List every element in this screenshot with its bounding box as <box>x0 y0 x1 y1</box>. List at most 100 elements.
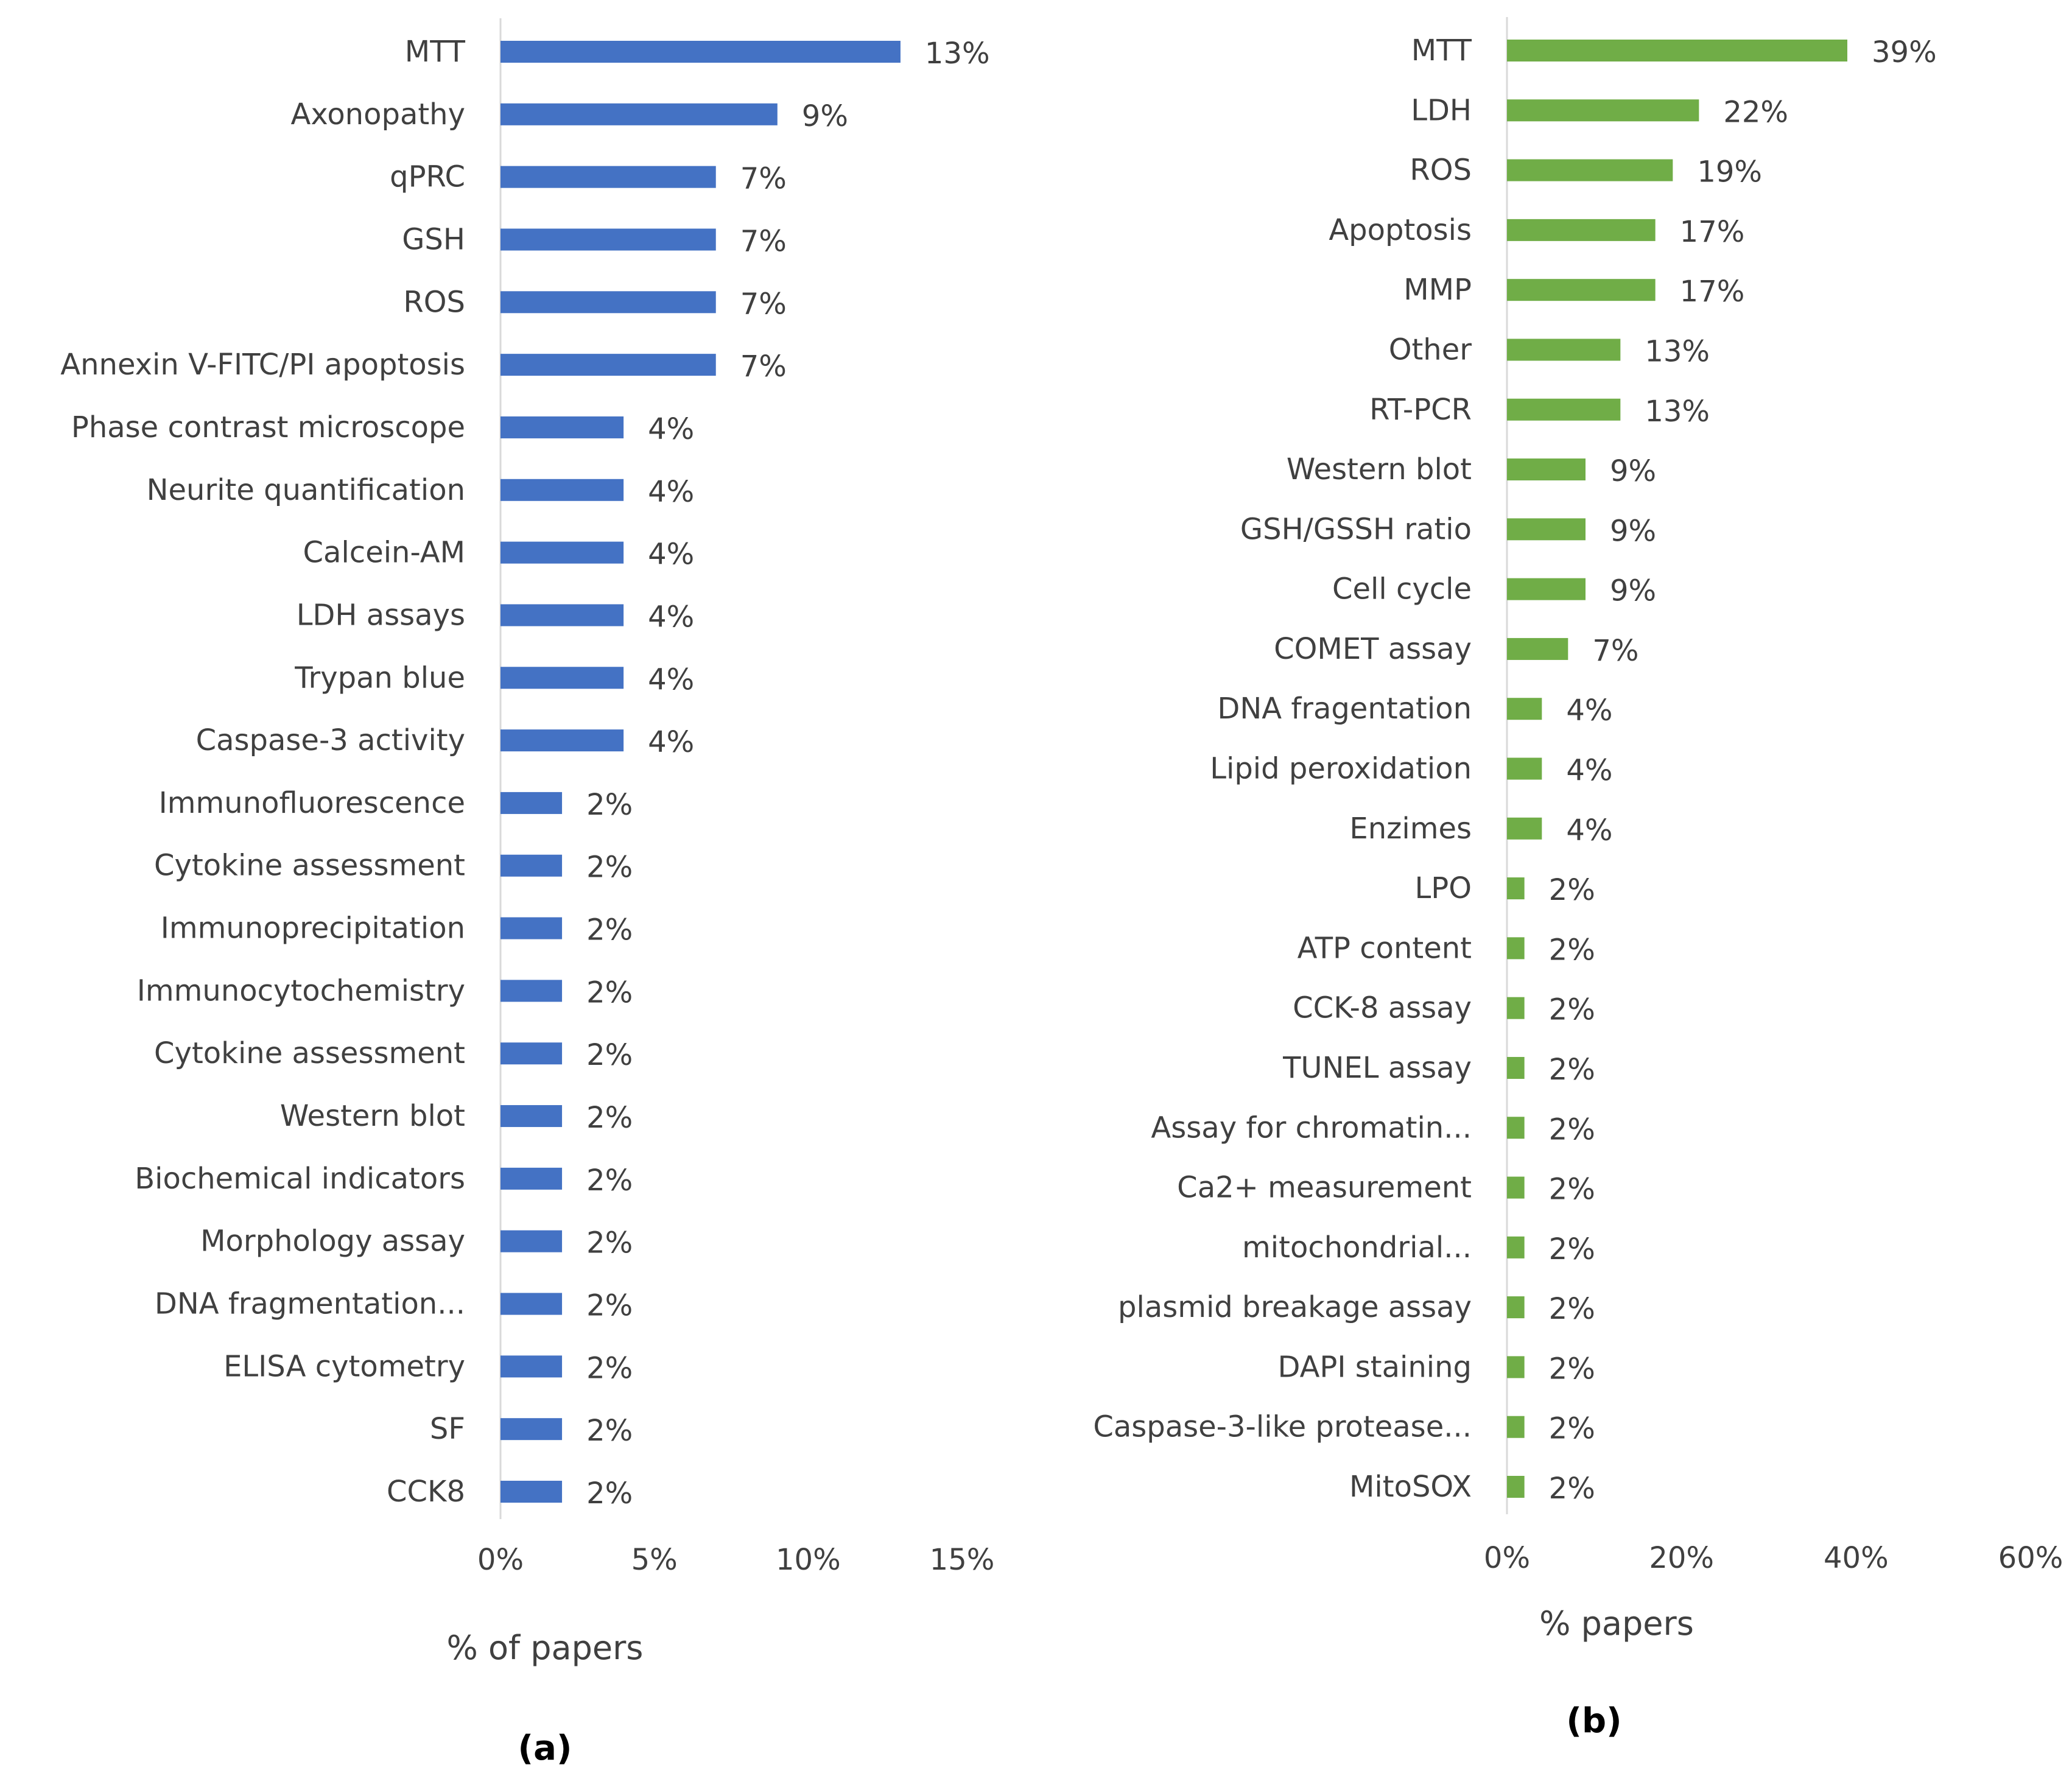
bar-value-label: 2% <box>1549 873 1595 907</box>
bar <box>500 1042 563 1065</box>
bar-value-label: 4% <box>1566 754 1612 788</box>
bar <box>1507 877 1525 900</box>
bar <box>1507 698 1542 720</box>
bar <box>500 1230 563 1252</box>
bar-value-label: 13% <box>1645 395 1710 429</box>
bar <box>500 541 624 564</box>
bar <box>1507 99 1699 122</box>
panel-label-a: (a) <box>518 1729 572 1768</box>
bar <box>1507 817 1542 840</box>
bar-value-label: 2% <box>586 1289 633 1323</box>
bar-value-label: 2% <box>1549 1352 1595 1386</box>
bar-value-label: 7% <box>740 287 787 321</box>
category-label: Caspase-3-like protease... <box>1093 1410 1472 1444</box>
category-label: Cytokine assessment <box>154 1036 465 1070</box>
bar <box>1507 518 1586 541</box>
chart-panel-b: MTT 39% LDH 22% ROS 19% Apoptosis 17% MMP 17% Othe… <box>1093 17 2063 1741</box>
category-label: MitoSOX <box>1349 1470 1472 1504</box>
bar <box>1507 1117 1525 1139</box>
category-label: Western blot <box>280 1099 465 1133</box>
x-tick-label: 20% <box>1649 1541 1714 1575</box>
bar-value-label: 17% <box>1680 275 1745 309</box>
category-label: Enzimes <box>1349 812 1472 846</box>
bar <box>1507 1416 1525 1438</box>
bar <box>1507 757 1542 780</box>
bar-value-label: 9% <box>1610 574 1656 608</box>
category-label: Caspase-3 activity <box>196 723 465 757</box>
category-label: Ca2+ measurement <box>1177 1171 1472 1205</box>
bar-value-label: 4% <box>648 725 694 759</box>
bar <box>500 667 624 689</box>
category-label: CCK-8 assay <box>1293 991 1472 1025</box>
bar <box>500 1481 563 1503</box>
bar <box>500 1105 563 1128</box>
bar-value-label: 2% <box>1549 1292 1595 1326</box>
bar <box>1507 578 1586 600</box>
bar-value-label: 4% <box>1566 813 1612 848</box>
bar <box>500 1293 563 1315</box>
bar <box>500 1355 563 1378</box>
category-label: MMP <box>1403 273 1472 307</box>
panel-label-b: (b) <box>1566 1701 1621 1741</box>
bar <box>1507 1236 1525 1259</box>
bar <box>500 1167 563 1190</box>
bar-value-label: 2% <box>1549 993 1595 1027</box>
bar <box>500 41 901 63</box>
category-label: Biochemical indicators <box>135 1162 465 1196</box>
bar <box>1507 159 1673 181</box>
bar-value-label: 2% <box>1549 1112 1595 1146</box>
category-label: CCK8 <box>387 1475 465 1509</box>
category-label: qPRC <box>390 160 465 194</box>
bar <box>500 354 716 376</box>
category-label: COMET assay <box>1274 632 1472 666</box>
x-axis-title-a: % of papers <box>447 1629 644 1667</box>
category-label: LPO <box>1415 871 1472 905</box>
bar <box>500 980 563 1002</box>
bar-value-label: 19% <box>1697 155 1762 189</box>
category-label: Other <box>1389 332 1472 367</box>
category-label: ROS <box>1410 153 1472 188</box>
category-label: Axonopathy <box>291 97 465 132</box>
bar-value-label: 4% <box>648 412 694 446</box>
category-label: Cytokine assessment <box>154 849 465 883</box>
x-tick-label: 40% <box>1824 1541 1889 1575</box>
category-label: Annexin V-FITC/PI apoptosis <box>60 348 465 382</box>
category-label: Lipid peroxidation <box>1210 752 1472 786</box>
category-label: Phase contrast microscope <box>71 410 465 444</box>
category-label: MTT <box>405 35 466 69</box>
category-label: GSH <box>402 222 465 256</box>
bar <box>500 416 624 438</box>
category-label: LDH assays <box>297 598 465 632</box>
bar-value-label: 13% <box>925 37 990 71</box>
category-label: Trypan blue <box>294 661 465 695</box>
bar-value-label: 2% <box>1549 1053 1595 1087</box>
bar-value-label: 2% <box>586 1476 633 1511</box>
x-tick-label: 60% <box>1998 1541 2063 1575</box>
category-label: ELISA cytometry <box>223 1349 465 1383</box>
bar-value-label: 2% <box>1549 1173 1595 1207</box>
bar <box>500 1418 563 1441</box>
category-label: GSH/GSSH ratio <box>1240 512 1472 546</box>
bar <box>500 228 716 251</box>
x-tick-label: 0% <box>1484 1541 1530 1575</box>
category-label: TUNEL assay <box>1282 1051 1472 1085</box>
bar-value-label: 2% <box>586 851 633 885</box>
category-label: mitochondrial... <box>1242 1231 1472 1265</box>
bar-value-label: 17% <box>1680 215 1745 249</box>
bar-value-label: 4% <box>1566 693 1612 728</box>
category-label: DAPI staining <box>1277 1350 1472 1384</box>
bar-value-label: 7% <box>740 162 787 196</box>
bar <box>1507 937 1525 960</box>
category-label: ROS <box>403 285 465 319</box>
bar-value-label: 2% <box>1549 933 1595 967</box>
bar <box>500 291 716 314</box>
bar-value-label: 4% <box>648 662 694 697</box>
bar <box>500 854 563 877</box>
bar <box>1507 339 1621 361</box>
bar <box>1507 1056 1525 1079</box>
bar <box>1507 279 1656 301</box>
bar <box>500 792 563 814</box>
bar <box>1507 40 1847 61</box>
bar-value-label: 2% <box>586 1101 633 1135</box>
